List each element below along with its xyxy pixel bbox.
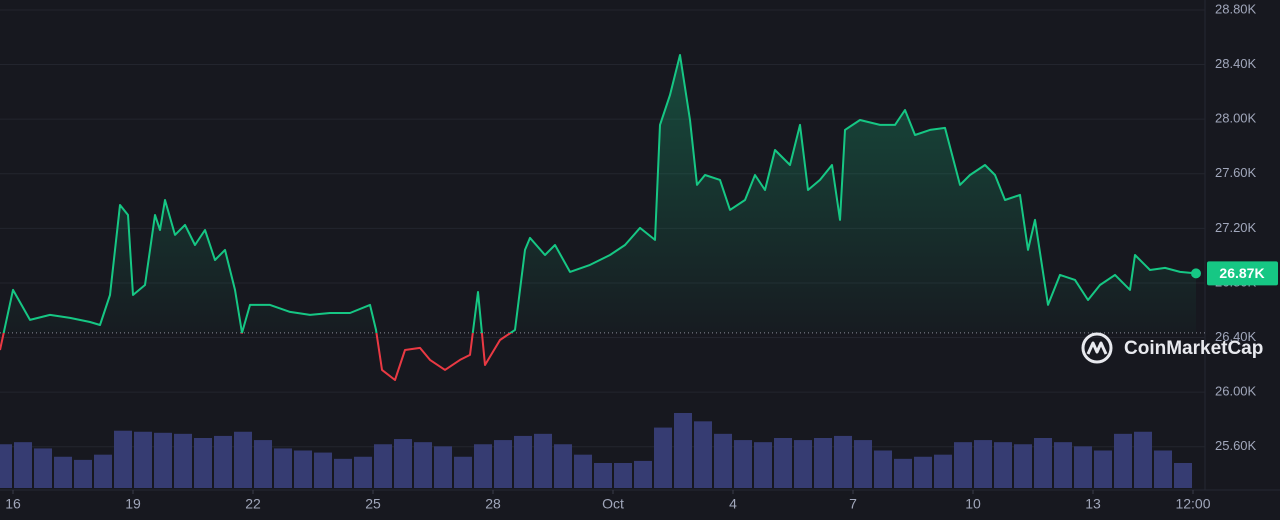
volume-bar [794, 440, 812, 488]
volume-bar [1094, 450, 1112, 488]
volume-bar [514, 435, 532, 488]
volume-bar [1154, 450, 1172, 488]
volume-bar [94, 454, 112, 488]
volume-bar [154, 432, 172, 488]
y-tick-label: 26.00K [1215, 384, 1257, 399]
volume-bar [634, 460, 652, 488]
current-price-box [1207, 261, 1278, 286]
volume-bar [274, 448, 292, 488]
volume-bar [974, 440, 992, 488]
y-tick-label: 27.60K [1215, 165, 1257, 180]
volume-bar [1074, 446, 1092, 488]
x-tick-label: Oct [602, 496, 624, 512]
y-tick-label: 28.80K [1215, 1, 1257, 16]
y-tick-label: 28.00K [1215, 111, 1257, 126]
volume-bar [674, 413, 692, 488]
volume-bar [594, 463, 612, 488]
volume-bar [174, 433, 192, 488]
volume-bar [934, 454, 952, 488]
x-tick-label: 19 [125, 496, 141, 512]
area-fill [3, 55, 1196, 333]
x-tick-label: 13 [1085, 496, 1101, 512]
volume-bar [534, 433, 552, 488]
volume-bar [614, 463, 632, 488]
x-tick-label: 16 [5, 496, 21, 512]
volume-bar [874, 450, 892, 488]
volume-bar [14, 442, 32, 488]
volume-bar [494, 440, 512, 488]
volume-bar [474, 444, 492, 488]
volume-bar [994, 442, 1012, 488]
labels: 25.60K26.00K26.40K26.80K27.20K27.60K28.0… [5, 1, 1278, 512]
volume-bar [834, 435, 852, 488]
volume-bar [34, 448, 52, 488]
x-tick-label: 25 [365, 496, 381, 512]
volume-bar [654, 427, 672, 488]
volume-bar [1054, 442, 1072, 488]
x-tick-label: 10 [965, 496, 981, 512]
volume-bar [0, 444, 12, 488]
volume-bar [194, 438, 212, 488]
volume-bar [774, 438, 792, 488]
volume-bar [894, 458, 912, 488]
volume-bar [394, 439, 412, 488]
current-price-dot [1191, 268, 1201, 279]
x-tick-label: 4 [729, 496, 737, 512]
volume-bar [854, 440, 872, 488]
volume-bar [574, 454, 592, 488]
x-tick-label: 12:00 [1175, 496, 1210, 512]
volume-bar [214, 435, 232, 488]
volume-bar [1134, 431, 1152, 488]
x-tick-label: 28 [485, 496, 501, 512]
volume-bar [1114, 433, 1132, 488]
watermark-logo [1081, 332, 1113, 364]
volume-bar [294, 450, 312, 488]
y-tick-label: 28.40K [1215, 56, 1257, 71]
volume-bar [1034, 438, 1052, 488]
volume-bar [1174, 463, 1192, 488]
y-tick-label: 25.60K [1215, 438, 1257, 453]
volume-bar [554, 444, 572, 488]
volume-bar [434, 446, 452, 488]
volume-bar [1014, 444, 1032, 488]
logo-mark [1086, 341, 1108, 355]
volume-bar [234, 431, 252, 488]
volume-bar [334, 458, 352, 488]
volume-bar [714, 433, 732, 488]
volume-bar [314, 452, 332, 488]
volume-bar [954, 442, 972, 488]
x-tick-label: 22 [245, 496, 261, 512]
y-tick-label: 26.40K [1215, 329, 1257, 344]
current-price-label: 26.87K [1219, 265, 1264, 281]
price-line-group [0, 54, 1205, 381]
volume-bar [694, 421, 712, 488]
volume-bar [134, 431, 152, 488]
watermark: CoinMarketCap [1124, 338, 1263, 359]
price-line [0, 54, 1197, 381]
logo-ring [1081, 332, 1113, 364]
volume-bar [734, 440, 752, 488]
volume-bar [254, 440, 272, 488]
volume-bar [754, 442, 772, 488]
volume-bar [114, 430, 132, 488]
x-tick-label: 7 [849, 496, 857, 512]
volume-bar [74, 459, 92, 488]
volume-bar [814, 438, 832, 488]
volume-bar [914, 456, 932, 488]
volume-bar [414, 442, 432, 488]
volume-bar [454, 456, 472, 488]
y-tick-label: 27.20K [1215, 220, 1257, 235]
volume-bar [354, 456, 372, 488]
volume-bar [54, 456, 72, 488]
volume-bars [0, 413, 1192, 488]
volume-bar [374, 444, 392, 488]
